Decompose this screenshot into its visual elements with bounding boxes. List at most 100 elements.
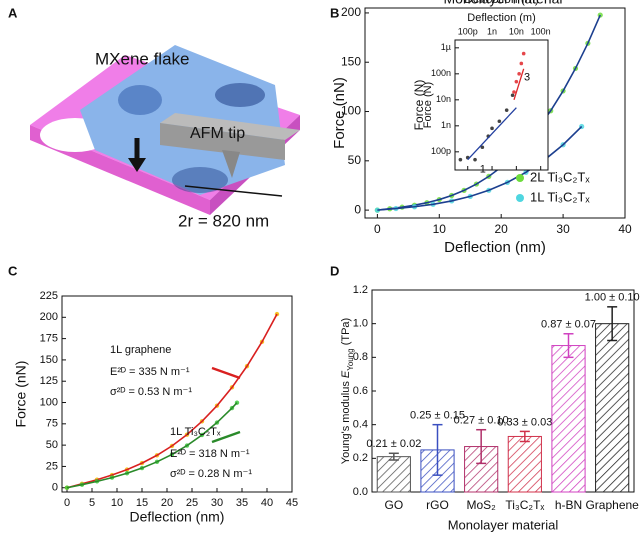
y-tick-label: 0 [52, 482, 58, 494]
data-point [480, 145, 485, 150]
tip-side [160, 123, 285, 160]
x-tick-label: 10n [509, 26, 524, 36]
x-tick-label: 5 [89, 497, 95, 509]
radius-arrow [184, 185, 283, 197]
panel-label: B [330, 5, 339, 20]
x-tick-label: 35 [236, 497, 248, 509]
value-label: 1.00 ± 0.10 [585, 292, 640, 304]
annotation-arrow [211, 430, 241, 444]
panel-label: D [330, 263, 339, 278]
data-point [497, 119, 502, 124]
series-note: σ²ᴰ = 0.53 N m⁻¹ [110, 386, 192, 398]
slope-line [467, 107, 517, 161]
y-tick-label: 200 [341, 5, 361, 19]
y-axis-label: Young's modulus EYoung (TPa) [340, 318, 355, 464]
plot-frame [61, 295, 293, 493]
panel-a: A MXene flake AFM tip 2r = 820 nm [8, 5, 300, 230]
flake-label: MXene flake [95, 49, 190, 68]
y-axis-label: Force (nN) [331, 77, 348, 149]
radius-label: 2r = 820 nm [178, 211, 269, 230]
value-label: 0.25 ± 0.15 [410, 410, 465, 422]
series-note: E²ᴰ = 335 N m⁻¹ [110, 366, 190, 378]
bar [507, 435, 542, 493]
x-tick-label: 0 [64, 497, 70, 509]
data-point [512, 90, 516, 94]
legend-marker [516, 174, 524, 182]
x-tick-label: rGO [426, 498, 449, 512]
series-note: E²ᴰ = 318 N m⁻¹ [170, 448, 250, 460]
y-tick-label: 1µ [441, 42, 451, 52]
y-axis-label-part: (TPa) [340, 318, 352, 349]
x-tick-label: Graphene [585, 498, 639, 512]
x-tick-label: 45 [286, 497, 298, 509]
legend-label: 1L Ti₃C₂Tₓ [530, 189, 590, 204]
y-tick-label: 100n [431, 68, 451, 78]
y-axis-label-part: E [340, 370, 352, 378]
y-tick-label: 50 [46, 439, 58, 451]
flake-feature [118, 85, 162, 115]
slope-label: 1 [480, 164, 486, 176]
y-tick-label: 1n [441, 120, 451, 130]
bar [595, 323, 630, 493]
slope-line [513, 68, 525, 101]
x-tick-label: h-BN [555, 498, 582, 512]
y-tick-label: 200 [40, 311, 58, 323]
value-label: 0.33 ± 0.03 [497, 416, 552, 428]
inset-bg [455, 40, 548, 170]
y-tick-label: 0.6 [353, 385, 368, 397]
value-label: 0.27 ± 0.10 [454, 415, 509, 427]
x-tick-label: 1n [487, 26, 497, 36]
y-axis-label: Force (nN) [13, 361, 29, 428]
legend-marker [516, 194, 524, 202]
inset-y-label: Force (N) [422, 82, 434, 128]
bar [551, 345, 586, 493]
x-tick-label: 0 [374, 222, 381, 236]
panel-label: A [8, 5, 18, 20]
x-tick-label: 20 [161, 497, 173, 509]
value-label: 0.21 ± 0.02 [366, 438, 421, 450]
tip-top [160, 113, 300, 140]
y-tick-label: 100 [40, 396, 58, 408]
fit-line [66, 402, 238, 489]
legend-label: 2L Ti₃C₂Tₓ [530, 169, 590, 184]
y-tick-label: 75 [46, 418, 58, 430]
data-point [519, 61, 524, 66]
data-point [521, 51, 526, 56]
x-tick-label: 100n [531, 26, 551, 36]
tip-apex [222, 150, 240, 178]
x-tick-label: 10 [433, 222, 447, 236]
y-tick-label: 100p [431, 146, 451, 156]
x-tick-label: MoS₂ [466, 498, 496, 512]
annotation-arrow [211, 366, 241, 380]
x-axis-label: Monolayer material [448, 517, 559, 532]
y-tick-label: 0.2 [353, 452, 368, 464]
data-point [517, 72, 521, 76]
y-tick-label: 0.8 [353, 351, 368, 363]
x-tick-label: 100p [458, 26, 478, 36]
x-tick-label: 30 [556, 222, 570, 236]
data-point [504, 108, 509, 112]
plot-frame [454, 39, 549, 171]
y-tick-label: 1.2 [353, 284, 368, 296]
y-tick-label: 25 [46, 460, 58, 472]
y-tick-label: 50 [348, 153, 362, 167]
data-point [473, 157, 477, 162]
series-label: 1L graphene [110, 344, 171, 356]
x-tick-label: 40 [261, 497, 273, 509]
value-label: 0.87 ± 0.07 [541, 319, 596, 331]
y-tick-label: 100 [341, 104, 361, 118]
y-axis-label: Force (N) [412, 80, 426, 131]
force-arrow-head [128, 158, 146, 172]
x-axis-label: Monolayer material [443, 0, 562, 7]
flake-feature [215, 83, 265, 107]
y-tick-label: 10n [436, 94, 451, 104]
x-axis-label: Deflection (m) [464, 0, 539, 6]
slope-label: 3 [524, 72, 530, 84]
x-tick-label: 40 [618, 222, 632, 236]
y-tick-label: 1.0 [353, 318, 368, 330]
y-tick-label: 125 [40, 375, 58, 387]
fit-line [66, 313, 278, 489]
x-tick-label: 25 [186, 497, 198, 509]
bar [376, 456, 411, 493]
